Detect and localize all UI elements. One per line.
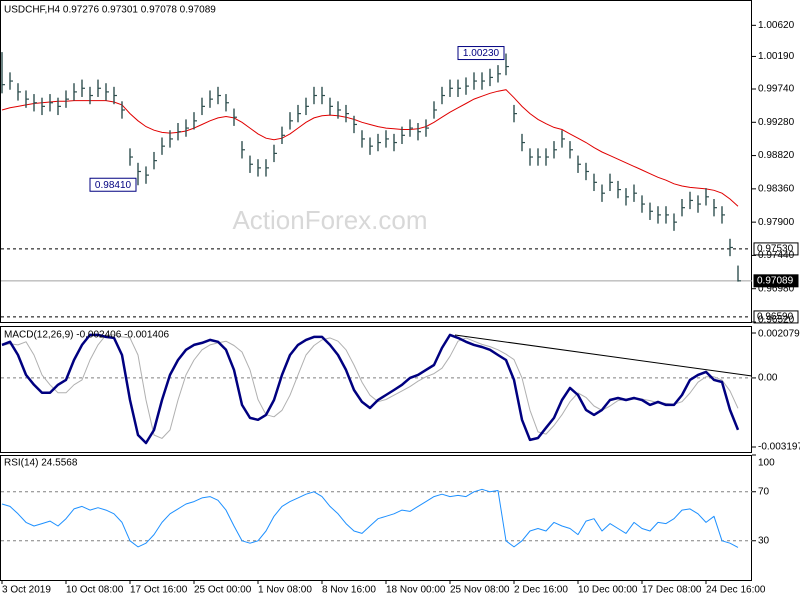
indicator-line — [1, 334, 739, 439]
y-tick-label: 0.96520 — [758, 315, 795, 326]
rsi-panel — [0, 455, 752, 581]
annotation-box — [89, 177, 137, 192]
y-tick-label: 0.002079 — [758, 329, 800, 340]
x-tick-label: 17 Oct 16:00 — [130, 585, 188, 596]
panel-title: MACD(12,26,9) -0.002406 -0.001406 — [4, 330, 170, 341]
x-tick-label: 10 Dec 00:00 — [578, 585, 638, 596]
y-tick-label: 0.99740 — [758, 84, 795, 95]
moving-average — [1, 89, 739, 207]
y-tick-label: 0.98820 — [758, 150, 795, 161]
macd-panel — [0, 326, 752, 453]
annotation-box — [457, 46, 505, 61]
x-tick-label: 24 Dec 16:00 — [706, 585, 766, 596]
y-tick-label: 30 — [758, 535, 770, 546]
level-label-box — [753, 310, 799, 324]
level-label: 0.96590 — [757, 312, 794, 323]
x-tick-label: 18 Nov 00:00 — [386, 585, 446, 596]
y-tick-label: 1.00620 — [758, 20, 795, 31]
trend-line — [454, 334, 753, 377]
annotation-label: 0.98410 — [95, 180, 132, 191]
y-tick-label: 0.99280 — [758, 117, 795, 128]
y-tick-label: 0.97440 — [758, 250, 795, 261]
panel-title: USDCHF,H4 0.97276 0.97301 0.97078 0.9708… — [4, 5, 216, 16]
y-tick-label: 70 — [758, 486, 770, 497]
level-label-box — [753, 274, 799, 288]
x-tick-label: 3 Oct 2019 — [2, 585, 51, 596]
x-tick-label: 2 Dec 16:00 — [514, 585, 568, 596]
x-tick-label: 25 Oct 00:00 — [194, 585, 252, 596]
y-tick-label: 0.98360 — [758, 183, 795, 194]
level-label-box — [753, 242, 799, 256]
level-label: 0.97530 — [757, 244, 794, 255]
indicator-line — [1, 488, 739, 548]
watermark: ActionForex.com — [232, 205, 427, 235]
y-tick-label: 0.97900 — [758, 217, 795, 228]
x-tick-label: 25 Nov 08:00 — [450, 585, 510, 596]
level-label: 0.97089 — [757, 275, 794, 286]
y-tick-label: -0.003197 — [758, 442, 800, 453]
panel-title: RSI(14) 24.5568 — [4, 458, 78, 469]
y-tick-label: 0.00 — [758, 373, 778, 384]
y-tick-label: 1.00190 — [758, 51, 795, 62]
price-panel — [0, 0, 752, 323]
x-tick-label: 10 Oct 08:00 — [66, 585, 124, 596]
y-tick-label: 100 — [758, 458, 775, 469]
y-tick-label: 0.96980 — [758, 283, 795, 294]
indicator-line — [1, 333, 740, 445]
annotation-label: 1.00230 — [463, 48, 500, 59]
x-tick-label: 17 Dec 08:00 — [642, 585, 702, 596]
x-tick-label: 8 Nov 16:00 — [322, 585, 376, 596]
x-tick-label: 1 Nov 08:00 — [258, 585, 312, 596]
